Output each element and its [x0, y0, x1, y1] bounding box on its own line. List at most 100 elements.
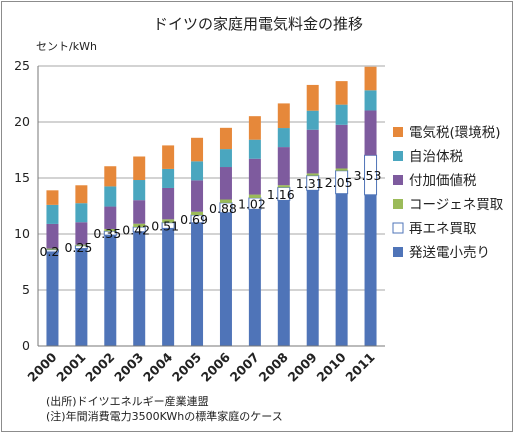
y-axis-unit: セント/kWh — [36, 40, 97, 53]
bar-segment — [46, 251, 59, 346]
data-label: 0.25 — [64, 240, 92, 255]
bar-segment — [219, 149, 232, 168]
bar-segment — [219, 199, 232, 203]
bar-segment — [75, 248, 88, 346]
bar-segment — [277, 103, 290, 129]
legend-label: 自治体税 — [409, 149, 463, 165]
bar-segment — [277, 128, 290, 148]
x-tick-label: 2010 — [314, 349, 349, 384]
bar-segment — [306, 129, 319, 174]
x-tick-label: 2000 — [24, 349, 59, 384]
data-label: 1.16 — [267, 187, 295, 202]
bar-segment — [162, 145, 175, 169]
legend-swatch — [393, 151, 403, 161]
data-label: 1.02 — [238, 197, 266, 212]
data-label: 0.88 — [209, 201, 237, 216]
legend-label: 再エネ買取 — [409, 221, 477, 237]
bar-segment — [162, 187, 175, 220]
bar-segment — [104, 235, 117, 346]
bar-segment — [335, 124, 348, 169]
bar-segment — [46, 190, 59, 205]
bar-segment — [277, 185, 290, 188]
bar-segment — [162, 168, 175, 188]
bar-segment — [104, 166, 117, 187]
bar-segment — [104, 186, 117, 207]
bar-segment — [191, 180, 204, 212]
bar-segment — [75, 185, 88, 204]
data-label: 0.42 — [122, 222, 150, 237]
x-tick-label: 2002 — [82, 350, 117, 385]
legend-label: コージェネ買取 — [409, 197, 504, 213]
bar-segment — [219, 212, 232, 346]
bar-segment — [248, 209, 261, 346]
bar-segment — [133, 223, 146, 228]
data-label: 2.05 — [325, 175, 353, 190]
bar-segment — [191, 161, 204, 181]
bar-segment — [306, 190, 319, 346]
legend-swatch — [392, 222, 404, 234]
y-tick-label: 15 — [14, 170, 30, 185]
bar-segment — [46, 223, 59, 249]
source-note: (出所)ドイツエネルギー産業連盟 — [46, 394, 209, 408]
bar-segment — [277, 200, 290, 346]
bar-segment — [104, 206, 117, 229]
bar-segment — [75, 244, 88, 246]
grid-lines — [38, 65, 385, 291]
bar-segment — [162, 219, 175, 223]
data-label: 0.2 — [40, 244, 60, 259]
bar-segment — [277, 147, 290, 186]
bar-segment — [306, 110, 319, 130]
x-tick-label: 2003 — [111, 350, 146, 385]
legend-swatch — [393, 247, 403, 257]
x-tick-label: 2004 — [140, 349, 175, 384]
x-tick-label: 2008 — [256, 350, 291, 385]
data-label: 0.69 — [180, 212, 208, 227]
bar-segment — [133, 231, 146, 346]
x-tick-label: 2011 — [342, 350, 377, 385]
bar-segment — [364, 66, 377, 91]
bar-segment — [191, 211, 204, 216]
bar-segment — [364, 110, 377, 156]
bar-segment — [46, 204, 59, 224]
bar-segment — [219, 167, 232, 200]
legend-label: 発送電小売り — [409, 245, 490, 261]
x-tick-label: 2006 — [198, 349, 233, 384]
y-tick-label: 20 — [14, 114, 30, 129]
y-tick-label: 0 — [22, 338, 30, 353]
bar-segment — [248, 158, 261, 195]
footnote: (注)年間消費電力3500KWhの標準家庭のケース — [46, 409, 283, 423]
y-tick-label: 10 — [14, 226, 30, 241]
data-labels: 0.2 0.250.35 0.42 0.51 0.690.88 1.021.161.31 2… — [40, 168, 382, 259]
legend-label: 付加価値税 — [409, 173, 477, 189]
bar-segment — [133, 156, 146, 181]
bar-segment — [248, 139, 261, 159]
legend-label: 電気税(環境税) — [409, 125, 501, 141]
bar-segment — [219, 127, 232, 150]
bar-segment — [364, 194, 377, 346]
data-label: 0.35 — [93, 226, 121, 241]
legend-swatch — [393, 127, 403, 137]
bar-segment — [306, 173, 319, 176]
bar-segment — [104, 228, 117, 232]
bar-segment — [46, 248, 59, 250]
bar-segment — [335, 104, 348, 125]
bar-segment — [133, 200, 146, 224]
y-tick-labels: 0 5 10 15 20 25 — [14, 58, 30, 353]
bar-segment — [75, 203, 88, 223]
x-tick-label: 2007 — [227, 350, 262, 385]
bar-segment — [364, 90, 377, 111]
bar-segment — [248, 116, 261, 140]
axes — [37, 66, 385, 347]
x-tick-label: 2001 — [53, 350, 88, 385]
bar-segment — [335, 193, 348, 346]
legend-swatch — [393, 175, 403, 185]
bar-segment — [133, 180, 146, 201]
legend-swatch — [393, 199, 403, 209]
bar-segment — [191, 137, 204, 162]
bar-segment — [248, 194, 261, 198]
data-label: 1.31 — [296, 176, 324, 191]
data-label: 3.53 — [354, 168, 382, 183]
